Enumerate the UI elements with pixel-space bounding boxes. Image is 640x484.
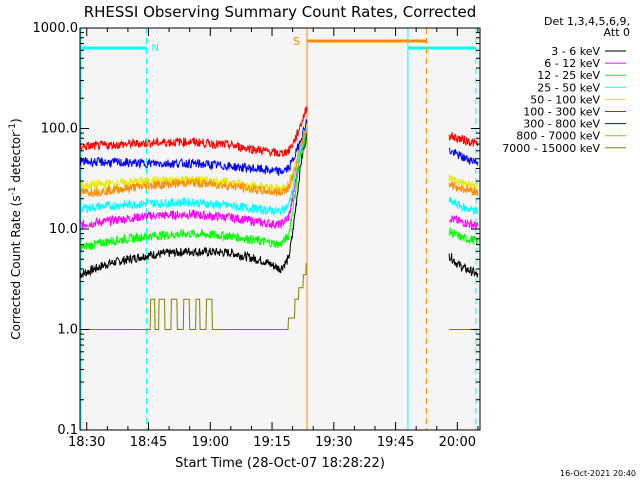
y-tick-label-1.0: 1.0 <box>57 323 78 338</box>
axes-layer: 18:30 18:45 19:00 19:15 19:30 19:45 20:00 0.1 1.… <box>33 21 480 450</box>
y-axis-label-main: Corrected Count Rate (s <box>9 195 23 339</box>
y-axis-label: Corrected Count Rate (s-1 detector-1) <box>8 118 23 339</box>
legend-label-7: 800 - 7000 keV <box>516 130 600 143</box>
series-line-3-seg-1 <box>448 197 479 216</box>
x-tick-label-1845: 18:45 <box>130 435 167 450</box>
x-axis-label: Start Time (28-Oct-07 18:28:22) <box>175 456 385 471</box>
legend-label-8: 7000 - 15000 keV <box>502 142 600 155</box>
x-tick-label-1915: 19:15 <box>253 435 290 450</box>
series-line-6-seg-1 <box>448 147 479 166</box>
series-line-1-seg-1 <box>448 214 479 230</box>
night-label: N <box>151 43 158 54</box>
x-tick-label-1900: 19:00 <box>192 435 229 450</box>
y-tick-label-100.0: 100.0 <box>41 122 78 137</box>
legend-label-2: 12 - 25 keV <box>537 69 600 82</box>
legend-label-4: 50 - 100 keV <box>530 93 600 106</box>
y-tick-label-0.1: 0.1 <box>57 423 78 438</box>
series-line-1-seg-0 <box>79 128 307 229</box>
timestamp: 16-Oct-2021 20:40 <box>560 469 636 478</box>
series-line-8-seg-0 <box>80 263 307 330</box>
series-line-7-seg-1 <box>448 181 479 197</box>
series-layer <box>79 106 479 330</box>
x-tick-label-1930: 19:30 <box>315 435 352 450</box>
series-line-6-seg-0 <box>79 119 308 176</box>
y-tick-label-10.0: 10.0 <box>49 222 78 237</box>
legend-header-0: Det 1,3,4,5,6,9, <box>544 15 630 28</box>
x-tick-label-1945: 19:45 <box>377 435 414 450</box>
series-line-4-seg-1 <box>448 174 479 190</box>
y-axis-label-mid: detector <box>9 132 23 187</box>
series-line-5-seg-0 <box>79 106 308 158</box>
series-line-2-seg-0 <box>79 130 308 252</box>
legend-label-1: 6 - 12 keV <box>544 57 600 70</box>
legend-label-3: 25 - 50 keV <box>537 81 600 94</box>
y-axis-label-end: ) <box>9 118 23 123</box>
series-line-2-seg-1 <box>448 227 479 245</box>
series-line-5-seg-1 <box>448 132 479 147</box>
legend-label-6: 300 - 800 keV <box>523 118 600 131</box>
plot-area <box>80 28 480 430</box>
saa-label: S <box>293 35 300 48</box>
series-line-7-seg-0 <box>79 128 308 198</box>
y-axis-label-sup-1: -1 <box>8 186 18 195</box>
x-tick-label-2000: 20:00 <box>439 435 476 450</box>
legend-label-0: 3 - 6 keV <box>551 45 600 58</box>
legend-label-5: 100 - 300 keV <box>523 106 600 119</box>
legend-header-1: Att 0 <box>604 26 630 39</box>
chart-title: RHESSI Observing Summary Count Rates, Co… <box>84 3 477 21</box>
y-axis-label-sup-2: -1 <box>8 123 18 132</box>
x-tick-label-1830: 18:30 <box>68 435 105 450</box>
y-tick-label-1000.0: 1000.0 <box>33 21 79 36</box>
series-line-0-seg-0 <box>79 130 308 279</box>
series-line-3-seg-0 <box>79 128 308 216</box>
series-line-0-seg-1 <box>448 253 479 278</box>
